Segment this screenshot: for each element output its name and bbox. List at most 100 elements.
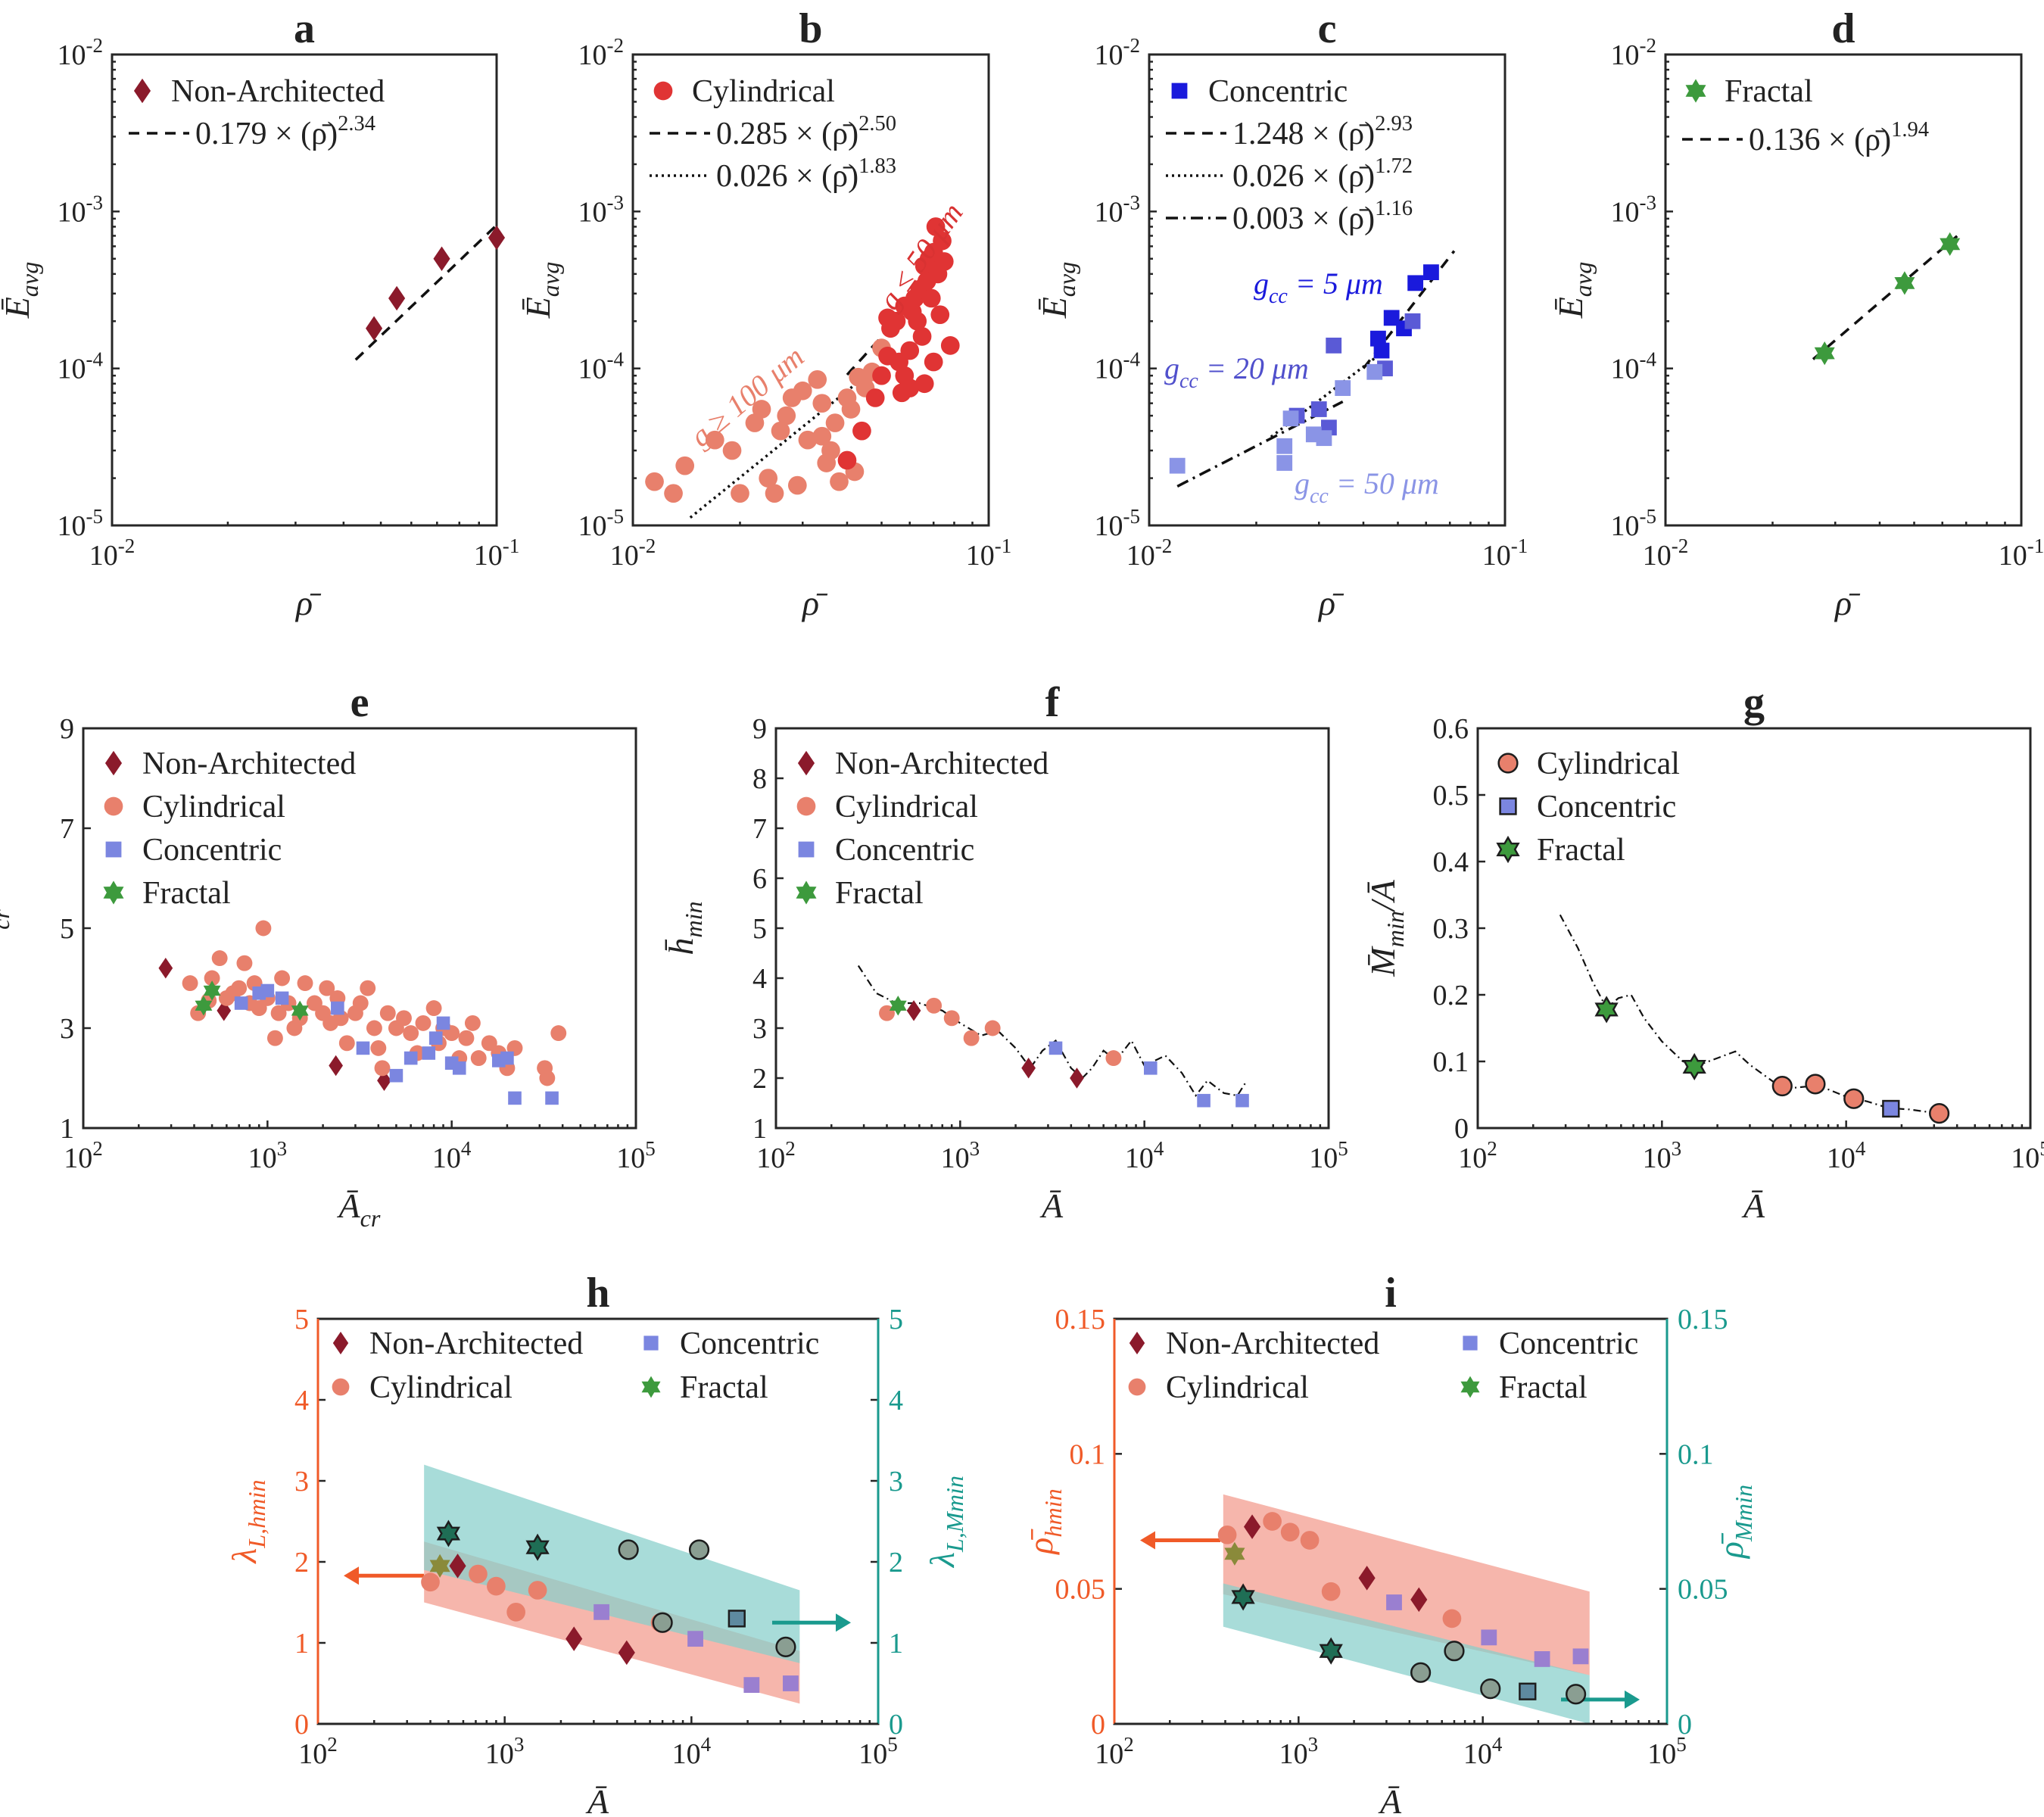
data-point-square — [1404, 313, 1421, 329]
legend-label: Fractal — [1537, 833, 1625, 868]
annotation: gcc = 50 μm — [1295, 466, 1439, 508]
legend-marker-circle — [1497, 753, 1519, 774]
data-point-diamond — [217, 1000, 232, 1021]
y-tick-label: 10-3 — [1611, 191, 1657, 228]
data-point-square — [1235, 1093, 1249, 1108]
data-point-square — [594, 1604, 609, 1620]
data-point-square — [1335, 380, 1351, 396]
legend-label: Concentric — [1499, 1326, 1638, 1361]
legend-marker-star — [1460, 1376, 1480, 1398]
data-point-circle — [1480, 1678, 1501, 1700]
legend — [103, 750, 124, 905]
legend-marker-circle — [796, 796, 816, 816]
legend-label: Cylindrical — [1537, 746, 1680, 781]
data-point-diamond — [329, 1055, 343, 1077]
data-point-circle — [765, 484, 784, 503]
x-tick-label: 102 — [64, 1137, 103, 1174]
panel-letter-b: b — [799, 5, 822, 52]
y-tick-label: 3 — [60, 1013, 74, 1045]
data-point-circle — [415, 1014, 432, 1031]
x-axis-label: ρ̄ — [801, 584, 828, 622]
data-point-circle — [270, 1005, 287, 1021]
panel-letter-g: g — [1743, 679, 1765, 726]
y-axis-label: ρ̄hmin — [1021, 1488, 1067, 1555]
data-point-square — [1276, 438, 1293, 454]
y-tick-label: 10-5 — [1095, 505, 1141, 542]
y-tick-label: 10-4 — [1611, 348, 1657, 385]
y-tick-label: 0.15 — [1055, 1304, 1106, 1335]
legend — [1128, 1332, 1480, 1398]
y-tick-label: 10-4 — [1095, 348, 1141, 385]
data-point-circle — [255, 920, 272, 937]
x-tick-label: 105 — [858, 1733, 898, 1770]
data-point-square — [356, 1041, 370, 1055]
data-point-square — [1197, 1093, 1211, 1108]
data-point-circle — [1442, 1609, 1462, 1628]
y-tick-label: 1 — [294, 1628, 309, 1660]
fit-line-dashed — [354, 224, 498, 361]
data-point-circle — [421, 1572, 440, 1592]
legend-marker-diamond — [104, 750, 123, 776]
legend-marker-circle — [1128, 1378, 1146, 1396]
y-axis-label: Ēavg — [519, 262, 564, 319]
legend — [1166, 83, 1226, 220]
x-tick-label: 105 — [1647, 1733, 1687, 1770]
legend-marker-star — [1685, 79, 1706, 103]
y-tick-label: 2 — [294, 1547, 309, 1579]
data-point-square — [500, 1051, 514, 1065]
data-point-star — [525, 1533, 550, 1561]
confidence-band-right — [424, 1464, 800, 1663]
y-axis-label: M̄min/Ā — [1363, 879, 1409, 977]
legend-marker-square — [798, 841, 815, 858]
fit-line-dashed — [1812, 235, 1958, 360]
data-point-square — [275, 991, 289, 1005]
data-point-circle — [1105, 1050, 1122, 1067]
x-tick-label: 104 — [1827, 1137, 1866, 1174]
x-axis-label: Ācr — [337, 1186, 381, 1232]
y-right-tick-label: 0 — [889, 1709, 903, 1741]
legend-marker-square — [1171, 83, 1188, 99]
x-axis-label: Ā — [585, 1782, 609, 1817]
y-tick-label: 1 — [60, 1113, 74, 1145]
left-arrow-head — [344, 1566, 359, 1585]
left-arrow-head — [1140, 1531, 1155, 1550]
data-point-circle — [1565, 1684, 1587, 1705]
data-point-circle — [211, 950, 228, 967]
x-tick-label: 103 — [485, 1733, 525, 1770]
data-point-square — [728, 1610, 746, 1628]
data-point-star — [1224, 1541, 1245, 1566]
legend-label: Fractal — [142, 876, 231, 911]
data-point-circle — [705, 430, 724, 450]
y-tick-label: 1 — [752, 1113, 767, 1145]
data-point-square — [452, 1061, 466, 1075]
data-point-circle — [374, 1060, 391, 1077]
legend-label: Fractal — [835, 876, 924, 911]
data-point-square — [1316, 430, 1332, 447]
legend-label: Non-Architected — [142, 746, 356, 781]
panel-letter-e: e — [351, 679, 369, 726]
data-point-circle — [652, 1612, 673, 1633]
x-tick-label: 103 — [1643, 1137, 1682, 1174]
data-point-circle — [675, 456, 695, 475]
data-point-square — [1423, 264, 1439, 281]
legend-marker-diamond — [797, 750, 815, 776]
data-point-square — [1169, 457, 1186, 474]
y-tick-label: 10-5 — [578, 505, 625, 542]
data-point-circle — [777, 406, 796, 425]
y-tick-label: 9 — [752, 713, 767, 745]
y-tick-label: 4 — [294, 1385, 309, 1417]
data-point-square — [260, 983, 275, 998]
data-point-circle — [506, 1602, 525, 1622]
x-axis-label: ρ̄ — [294, 584, 322, 622]
x-tick-label: 103 — [1279, 1733, 1319, 1770]
x-tick-label: 10-1 — [474, 535, 520, 572]
y-tick-label: 6 — [752, 863, 767, 895]
data-point-diamond — [433, 246, 450, 271]
data-point-square — [331, 1001, 344, 1015]
data-point-diamond — [906, 1000, 921, 1021]
legend-marker-diamond — [133, 78, 151, 104]
legend-label: Non-Architected — [1166, 1326, 1379, 1361]
data-point-circle — [912, 326, 932, 346]
y-tick-label: 10-5 — [58, 505, 104, 542]
